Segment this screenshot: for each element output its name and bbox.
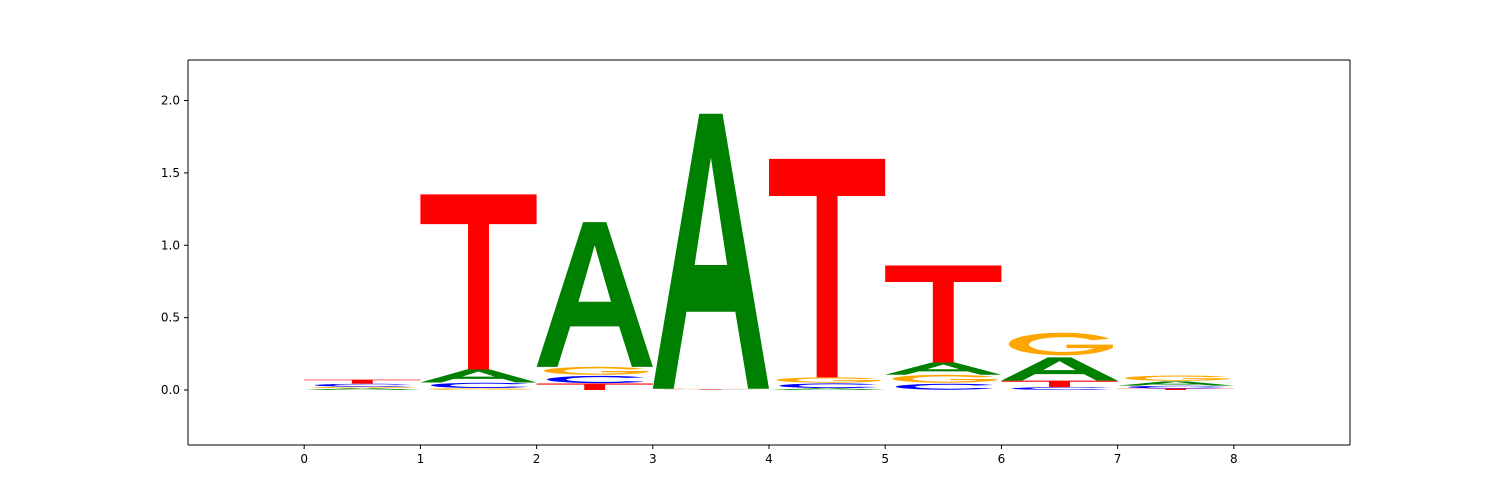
y-tick-label: 0.0	[161, 383, 180, 397]
x-tick-label: 3	[649, 452, 657, 466]
plot-area	[188, 60, 1350, 445]
x-tick-label: 8	[1230, 452, 1238, 466]
x-tick-label: 0	[300, 452, 308, 466]
y-tick-label: 2.0	[161, 94, 180, 108]
x-tick-label: 6	[998, 452, 1006, 466]
y-tick-label: 1.0	[161, 238, 180, 252]
x-tick-label: 1	[417, 452, 425, 466]
x-tick-label: 4	[765, 452, 773, 466]
plot-background	[188, 60, 1350, 445]
x-tick-label: 7	[1114, 452, 1122, 466]
y-tick-label: 1.5	[161, 166, 180, 180]
y-tick-label: 0.5	[161, 311, 180, 325]
x-tick-label: 5	[881, 452, 889, 466]
x-tick-label: 2	[533, 452, 541, 466]
